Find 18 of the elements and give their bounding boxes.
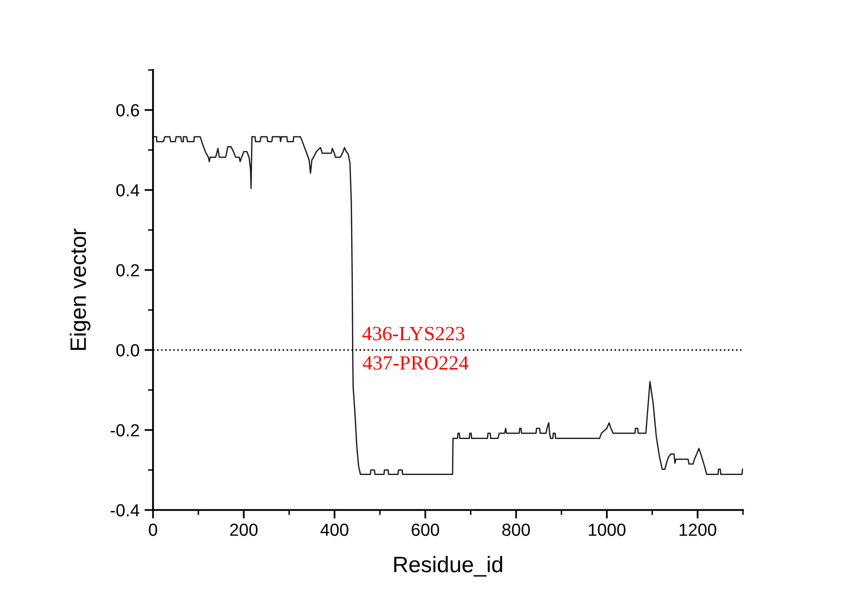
y-tick-label: 0.6 (116, 104, 140, 116)
y-axis-title: Eigen vector (70, 228, 90, 350)
x-tick-label: 1000 (588, 524, 626, 536)
line-series (153, 136, 743, 476)
x-tick-label: 200 (230, 524, 258, 536)
y-tick-label: 0.0 (116, 344, 140, 356)
x-tick-label: 600 (412, 524, 440, 536)
x-tick-label: 400 (320, 524, 348, 536)
y-tick-label: -0.4 (110, 504, 140, 516)
x-tick-label: 0 (148, 524, 158, 536)
y-tick-label: -0.2 (110, 424, 139, 436)
annotation: 436-LYS223 (362, 326, 464, 340)
x-axis-title: Residue_id (394, 556, 502, 577)
x-tick-label: 1200 (680, 524, 716, 536)
x-tick-label: 800 (502, 524, 530, 536)
annotation: 437-PRO224 (362, 356, 468, 370)
y-tick-label: 0.4 (116, 184, 140, 196)
y-tick-label: 0.2 (116, 264, 139, 276)
